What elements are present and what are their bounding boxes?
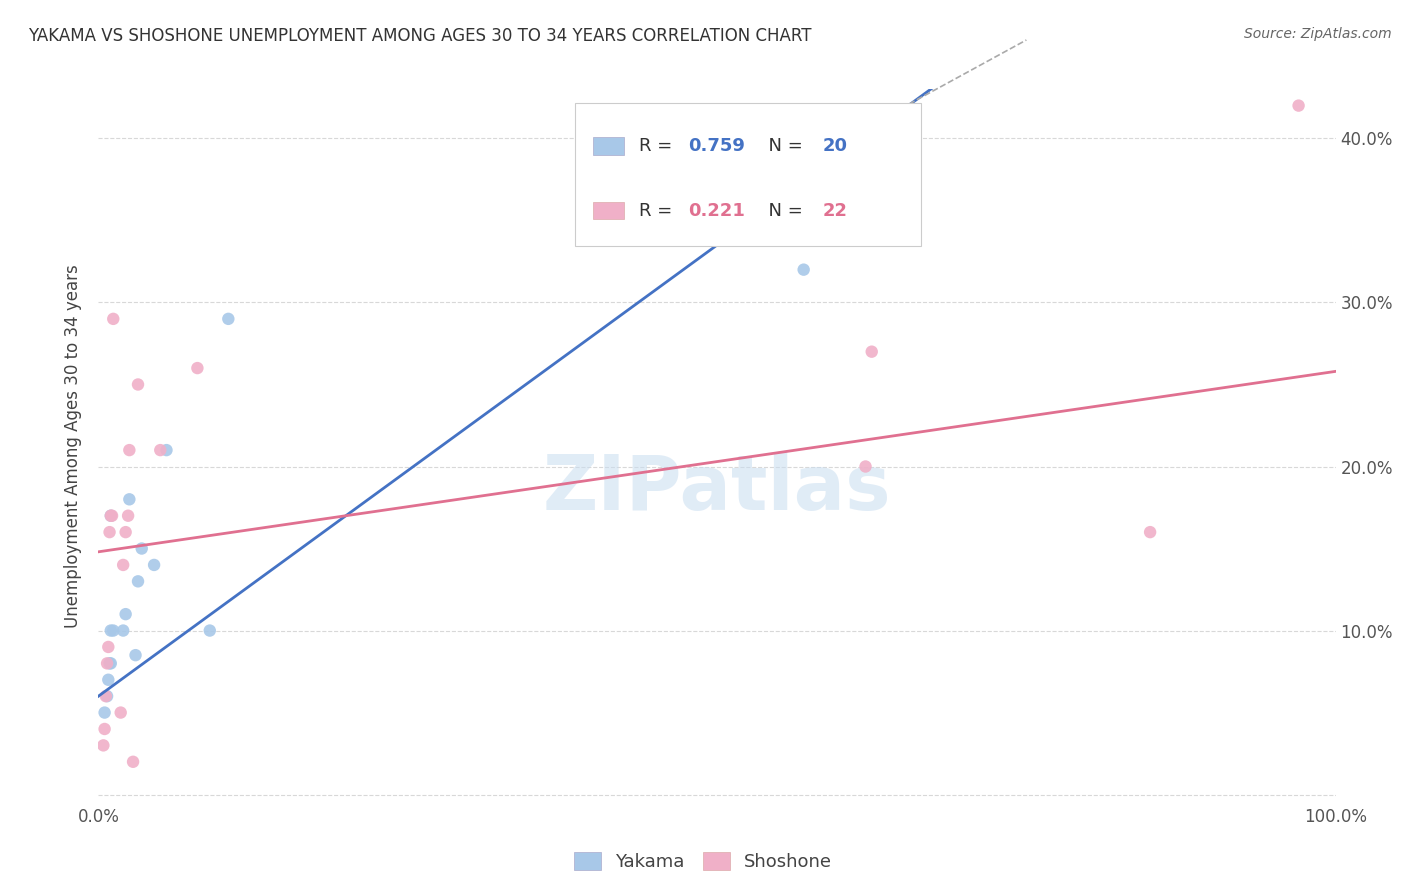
- Text: R =: R =: [640, 202, 678, 219]
- Text: ZIPatlas: ZIPatlas: [543, 452, 891, 525]
- Point: [127, 574, 149, 589]
- Point: [97, 673, 120, 687]
- Point: [103, 624, 125, 638]
- Point: [855, 459, 877, 474]
- Point: [198, 624, 221, 638]
- Point: [155, 443, 177, 458]
- Point: [100, 508, 122, 523]
- FancyBboxPatch shape: [575, 103, 921, 246]
- Text: 20: 20: [823, 137, 848, 155]
- Point: [114, 525, 136, 540]
- Text: 0.221: 0.221: [689, 202, 745, 219]
- Point: [97, 640, 120, 654]
- Point: [124, 648, 146, 662]
- Text: 22: 22: [823, 202, 848, 219]
- Point: [100, 657, 122, 671]
- FancyBboxPatch shape: [593, 202, 624, 219]
- Point: [143, 558, 166, 572]
- Text: YAKAMA VS SHOSHONE UNEMPLOYMENT AMONG AGES 30 TO 34 YEARS CORRELATION CHART: YAKAMA VS SHOSHONE UNEMPLOYMENT AMONG AG…: [28, 27, 811, 45]
- Point: [112, 558, 135, 572]
- Point: [114, 607, 136, 622]
- Point: [860, 344, 883, 359]
- Point: [131, 541, 153, 556]
- Point: [1139, 525, 1161, 540]
- Text: Source: ZipAtlas.com: Source: ZipAtlas.com: [1244, 27, 1392, 41]
- Y-axis label: Unemployment Among Ages 30 to 34 years: Unemployment Among Ages 30 to 34 years: [65, 264, 83, 628]
- Point: [149, 443, 172, 458]
- Point: [217, 311, 239, 326]
- Point: [100, 624, 122, 638]
- Point: [110, 706, 132, 720]
- Point: [93, 722, 115, 736]
- FancyBboxPatch shape: [593, 137, 624, 155]
- Point: [103, 311, 125, 326]
- Point: [186, 361, 208, 376]
- Text: 0.759: 0.759: [689, 137, 745, 155]
- Point: [117, 508, 139, 523]
- Point: [101, 508, 124, 523]
- Point: [93, 739, 115, 753]
- Text: N =: N =: [756, 137, 808, 155]
- Text: R =: R =: [640, 137, 678, 155]
- Point: [96, 657, 118, 671]
- Text: N =: N =: [756, 202, 808, 219]
- Point: [122, 755, 145, 769]
- Point: [127, 377, 149, 392]
- Legend: Yakama, Shoshone: Yakama, Shoshone: [567, 846, 839, 879]
- Point: [706, 172, 728, 186]
- Point: [96, 689, 118, 703]
- Point: [118, 492, 141, 507]
- Point: [93, 706, 115, 720]
- Point: [112, 624, 135, 638]
- Point: [1288, 98, 1310, 112]
- Point: [793, 262, 815, 277]
- Point: [94, 689, 117, 703]
- Point: [100, 508, 122, 523]
- Point: [98, 657, 121, 671]
- Point: [98, 525, 121, 540]
- Point: [118, 443, 141, 458]
